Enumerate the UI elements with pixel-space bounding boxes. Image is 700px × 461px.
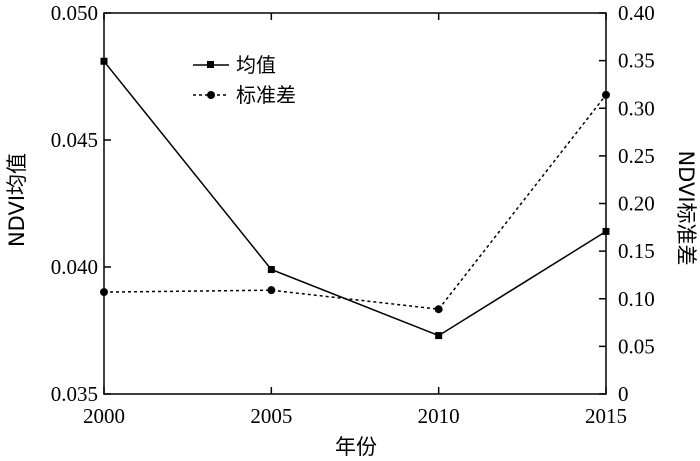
series-line-0 xyxy=(103,60,607,337)
legend: 均值 标准差 xyxy=(193,53,296,107)
series-0-point-2010 xyxy=(435,332,443,340)
series-1-point-2005 xyxy=(267,286,276,295)
y-right-tick-label-0.35: 0.35 xyxy=(618,49,655,73)
y-right-tick-label-0.05: 0.05 xyxy=(618,334,655,358)
y-left-tick-label-0.045: 0.045 xyxy=(51,128,98,152)
plot-frame xyxy=(103,12,607,395)
series-0-point-2000 xyxy=(100,57,108,65)
series-0-point-2015 xyxy=(602,227,610,235)
series-0-point-2005 xyxy=(267,266,275,274)
series xyxy=(100,57,610,340)
legend-label-std: 标准差 xyxy=(236,83,296,107)
x-tick-label-2000: 2000 xyxy=(83,404,125,428)
legend-marker-std xyxy=(207,91,215,99)
x-tick-label-2010: 2010 xyxy=(418,404,460,428)
legend-label-mean: 均值 xyxy=(236,53,276,77)
axes xyxy=(103,12,607,395)
y-right-tick-label-0.25: 0.25 xyxy=(618,144,655,168)
legend-marker-mean xyxy=(207,61,214,68)
y-axis-right-title: NDVI标准差 xyxy=(674,150,698,265)
y-right-tick-label-0.20: 0.20 xyxy=(618,192,655,216)
ticks: 2000 2005 2010 2015 0.035 0.040 0.045 0.050 0 0.0… xyxy=(51,1,655,428)
series-1-point-2000 xyxy=(100,288,108,297)
series-line-1 xyxy=(103,94,607,310)
y-right-tick-label-0.40: 0.40 xyxy=(618,1,655,25)
y-left-tick-label-0.035: 0.035 xyxy=(51,382,98,406)
series-1-point-2010 xyxy=(434,305,443,314)
series-1-point-2015 xyxy=(602,90,610,99)
y-left-tick-label-0.050: 0.050 xyxy=(51,1,98,25)
x-tick-label-2005: 2005 xyxy=(250,404,292,428)
y-right-tick-label-0: 0 xyxy=(618,382,629,406)
y-right-tick-label-0.30: 0.30 xyxy=(618,96,655,120)
y-right-tick-label-0.15: 0.15 xyxy=(618,239,655,263)
y-left-tick-label-0.040: 0.040 xyxy=(51,255,98,279)
y-axis-left-title: NDVI均值 xyxy=(5,153,29,247)
x-tick-label-2015: 2015 xyxy=(585,404,627,428)
x-axis-title: 年份 xyxy=(335,435,377,459)
y-right-tick-label-0.10: 0.10 xyxy=(618,287,655,311)
